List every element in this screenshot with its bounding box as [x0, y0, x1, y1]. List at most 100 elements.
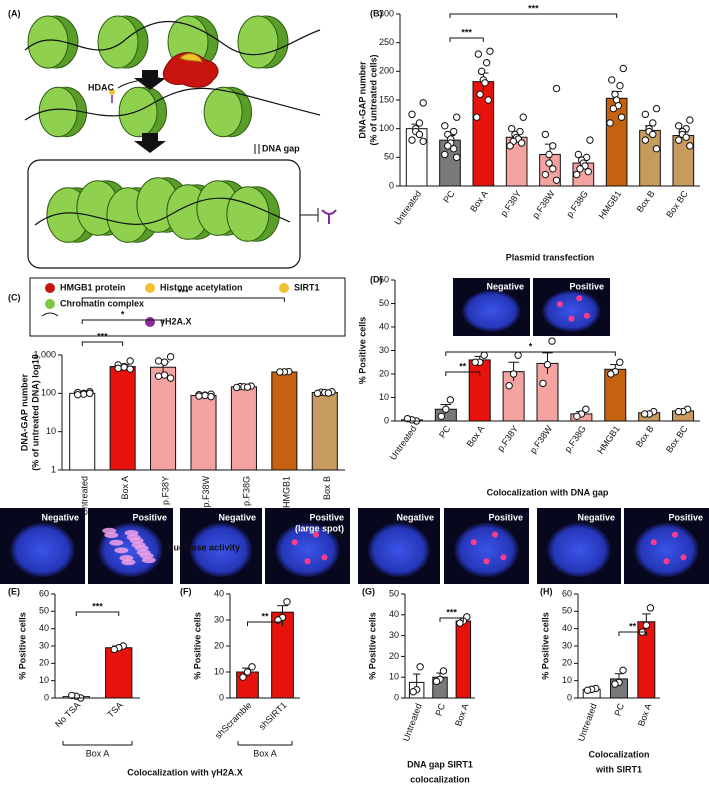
acetyl [109, 89, 115, 95]
nucleosome [97, 15, 139, 69]
x-tick-label: PC [433, 702, 447, 718]
y-tick-label: 0 [567, 692, 572, 702]
y-tick-label: 0 [44, 692, 49, 702]
y-axis-title: DNA-GAP number [19, 373, 29, 451]
y-tick-label: 50 [389, 588, 399, 598]
micrograph-label: (large spot) [295, 523, 344, 533]
x-tick-label: Box B [635, 189, 657, 214]
micrograph-label: Positive [668, 512, 703, 522]
data-point [110, 645, 118, 654]
x-tick-label: p.F38Y [160, 476, 170, 505]
bar [605, 97, 628, 187]
spot [126, 534, 141, 541]
spot [131, 541, 146, 548]
y-tick-label: 30 [214, 614, 224, 624]
data-point [415, 130, 424, 139]
y-tick-label: 0 [394, 692, 399, 702]
y-axis-title: (% of untreated DNA) log10 [30, 354, 40, 471]
spot [136, 549, 151, 556]
x-tick-label: p.F38W [201, 476, 211, 508]
data-point [686, 116, 694, 124]
nucleosome [27, 15, 69, 69]
y-tick-label: 0 [384, 415, 389, 425]
data-point [652, 145, 661, 153]
y-tick-label: 20 [389, 651, 399, 661]
nucleus-box [27, 159, 301, 269]
data-point [201, 391, 209, 400]
significance-bracket [81, 319, 164, 324]
panel-label: (B) [370, 8, 383, 18]
significance-bracket [247, 621, 283, 626]
x-tick-label: shSIRT1 [257, 700, 289, 732]
x-tick-label: Untreated [388, 424, 419, 462]
x-tick-label: Box A [453, 702, 470, 728]
y-tick-label: 50 [39, 606, 49, 616]
data-point [442, 405, 450, 413]
panel-label: (E) [8, 586, 20, 596]
significance-bracket [449, 37, 484, 42]
x-tick-label: Box A [465, 424, 487, 449]
nucleus [454, 522, 519, 578]
data-point [617, 113, 626, 121]
data-point [474, 50, 483, 58]
x-tick-label: HMGB1 [282, 476, 292, 508]
y-tick-label: 20 [39, 658, 49, 668]
data-point [452, 113, 461, 121]
data-point [80, 390, 88, 398]
x-axis-title: Colocalization with γH2A.X [127, 767, 243, 777]
data-point [283, 598, 291, 606]
data-point [646, 604, 655, 612]
y-axis-title: % Positive cells [540, 612, 550, 680]
data-point [408, 136, 416, 144]
x-tick-label: p.F38G [241, 476, 251, 506]
y-tick-label: 10 [379, 392, 389, 402]
bar [455, 620, 472, 699]
spot [672, 531, 678, 538]
bar [604, 368, 627, 422]
significance-label: * [121, 309, 125, 319]
x-tick-label: Box A [636, 702, 653, 728]
nucleosome [226, 186, 270, 242]
data-point [545, 159, 553, 167]
nucleus [10, 522, 75, 578]
group-label: Box A [253, 748, 277, 758]
x-tick-label: p.F38G [563, 424, 588, 454]
y-tick-label: 20 [379, 368, 389, 378]
data-point [682, 133, 690, 141]
y-axis-title: % Positive cells [367, 612, 377, 680]
micrograph-label: Negative [486, 281, 524, 291]
x-tick-label: Box BC [664, 188, 690, 219]
data-point [74, 391, 82, 399]
legend-box [29, 277, 346, 337]
x-tick-label: Untreated [80, 476, 90, 516]
x-tick-label: p.F38W [530, 188, 557, 220]
significance-label: ** [261, 611, 269, 621]
nucleus [542, 290, 601, 332]
data-point [552, 176, 561, 184]
y-tick-label: 1 [51, 464, 56, 474]
significance-label: *** [528, 3, 539, 13]
spot [141, 557, 156, 564]
y-tick-label: 0 [389, 180, 394, 190]
data-point [584, 167, 592, 176]
data-point [508, 124, 516, 133]
dna-swatch [41, 312, 59, 317]
data-point [243, 383, 252, 391]
micrograph-label: Positive [132, 512, 167, 522]
panel-label: (H) [540, 586, 553, 596]
spot [291, 539, 298, 546]
data-point [419, 99, 427, 107]
data-point [154, 372, 163, 380]
data-point [509, 370, 518, 378]
legend-label: SIRT1 [294, 282, 320, 292]
data-point [573, 412, 581, 420]
nucleosome [203, 86, 243, 138]
bar [105, 647, 133, 699]
data-point [519, 113, 527, 121]
data-point [611, 680, 619, 688]
x-tick-label: Untreated [401, 702, 424, 743]
data-point [248, 663, 256, 671]
y-tick-label: 50 [562, 606, 572, 616]
data-point [416, 663, 424, 671]
